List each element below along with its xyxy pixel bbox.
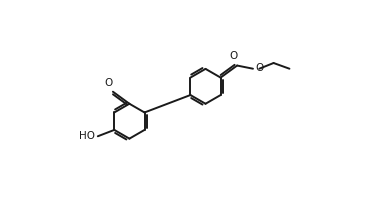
Text: O: O — [256, 63, 264, 73]
Text: O: O — [230, 51, 238, 61]
Text: HO: HO — [79, 131, 94, 141]
Text: O: O — [105, 78, 113, 88]
